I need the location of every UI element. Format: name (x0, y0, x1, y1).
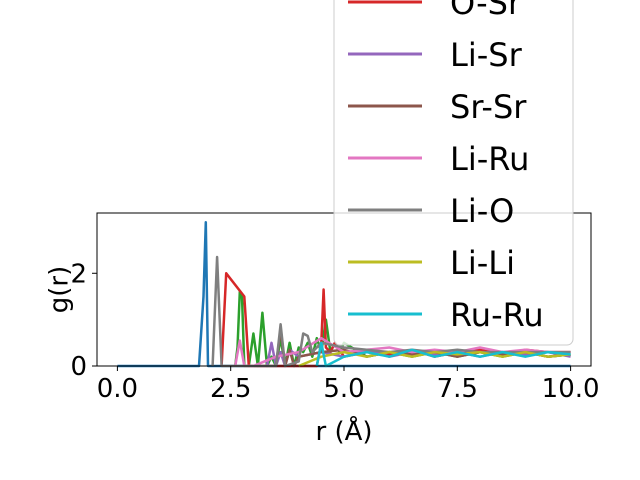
ticks-layer: 0.0 2.5 5.0 7.5 10.0 0 2 (70, 259, 599, 404)
plot-area: 0.0 2.5 5.0 7.5 10.0 0 2 (70, 212, 600, 404)
legend-box (333, 0, 574, 346)
x-tick-label: 2.5 (210, 374, 251, 404)
legend-label: Li-Ru (450, 140, 529, 178)
legend-label: O-Sr (450, 0, 522, 22)
y-tick-label: 0 (70, 352, 87, 382)
legend-label: Ru-Ru (450, 296, 544, 334)
series-line-8 (315, 341, 571, 368)
legend-label: Li-Li (450, 244, 515, 282)
x-axis-label: r (Å) (315, 415, 372, 447)
legend: O-Sr Li-Sr Sr-Sr Li-Ru Li-O Li-Li Ru-Ru (333, 0, 574, 346)
legend-label: Li-Sr (450, 36, 523, 74)
series-line-7 (298, 350, 571, 368)
legend-items: O-Sr Li-Sr Sr-Sr Li-Ru Li-O Li-Li Ru-Ru (348, 0, 544, 334)
x-tick-label: 10.0 (542, 374, 600, 404)
x-tick-label: 5.0 (323, 374, 364, 404)
y-axis-label: g(r) (45, 266, 75, 313)
legend-label: Li-O (450, 192, 514, 230)
y-tick-label: 2 (70, 259, 87, 289)
legend-label: Sr-Sr (450, 88, 527, 126)
x-tick-label: 0.0 (97, 374, 138, 404)
x-tick-label: 7.5 (437, 374, 478, 404)
